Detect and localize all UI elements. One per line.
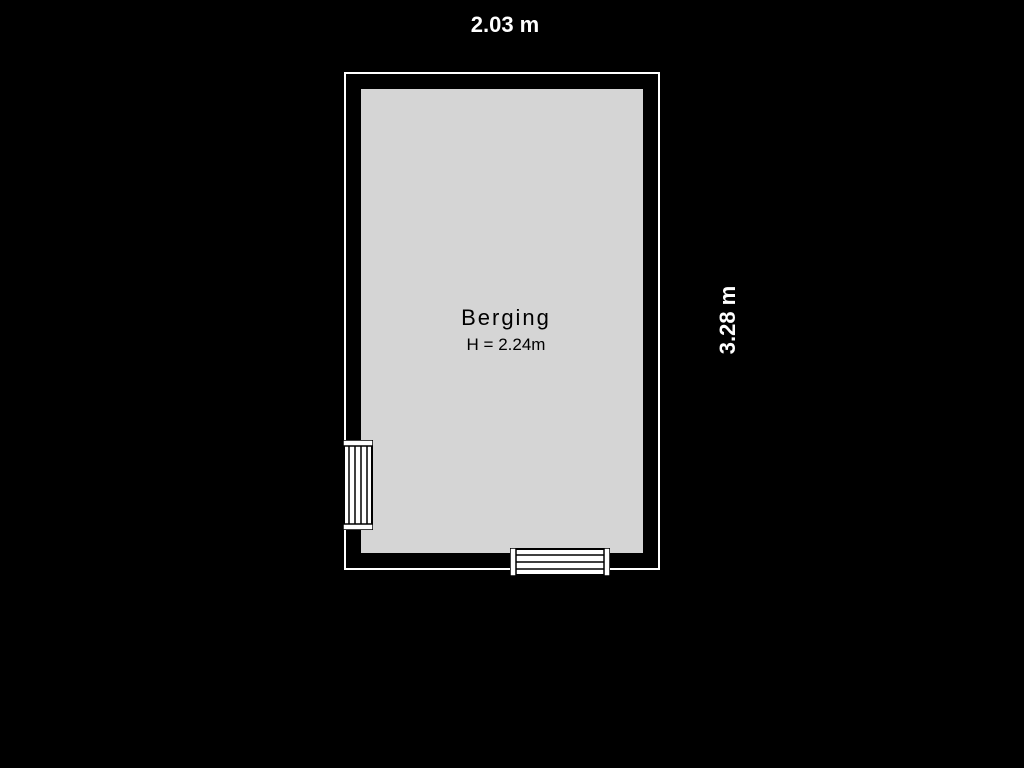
door-left <box>343 440 373 530</box>
outer-wall-right <box>658 72 660 570</box>
dimension-height: 3.28 m <box>715 286 741 355</box>
room-name: Berging <box>426 305 586 331</box>
room-label: Berging H = 2.24m <box>426 305 586 355</box>
floorplan-canvas: Berging H = 2.24m 2.03 m 3.28 m <box>0 0 1024 768</box>
dimension-width: 2.03 m <box>471 12 540 38</box>
window-bottom <box>510 548 610 576</box>
outer-wall-top <box>344 72 660 74</box>
outer-wall-bottom <box>344 568 660 570</box>
room-height-label: H = 2.24m <box>426 335 586 355</box>
